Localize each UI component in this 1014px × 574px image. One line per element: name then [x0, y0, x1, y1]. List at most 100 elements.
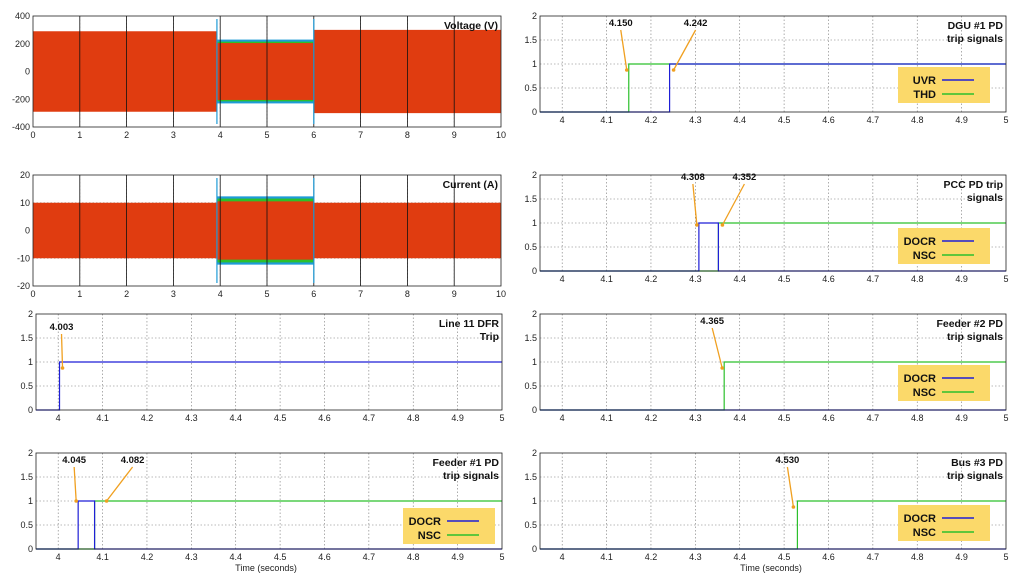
x-tick-label: 4.7 — [363, 413, 376, 423]
x-tick-label: 4 — [560, 274, 565, 284]
annotation-arrowhead — [791, 505, 796, 509]
y-tick-label: 1.5 — [20, 333, 33, 343]
annotation-label: 4.352 — [733, 172, 757, 183]
x-tick-label: 4.7 — [867, 274, 880, 284]
y-tick-label: 2 — [532, 448, 537, 458]
x-tick-label: 4.8 — [911, 274, 924, 284]
chart-pcc: 4 4.1 4.2 4.3 4.4 4.5 4.6 4.7 4.8 4.9 5 0 0.5 1 1.5 2 PC… — [524, 170, 1008, 284]
x-tick-label: 4.7 — [867, 115, 880, 125]
y-tick-label: 1.5 — [524, 194, 537, 204]
x-tick-label: 4.1 — [96, 413, 109, 423]
y-tick-label: 2 — [532, 309, 537, 319]
x-tick-label: 5 — [1003, 274, 1008, 284]
plot-frame — [539, 174, 1007, 272]
annotation-arrow — [786, 466, 795, 508]
x-tick-label: 0 — [30, 130, 35, 140]
annotation-label: 4.365 — [700, 316, 724, 327]
annotation-label: 4.530 — [776, 455, 800, 466]
annotation-arrow — [60, 333, 64, 369]
x-tick-label: 4.8 — [911, 552, 924, 562]
plot-frame — [539, 15, 1007, 113]
y-tick-label: 0 — [28, 544, 33, 554]
annotation-label: 4.082 — [121, 455, 145, 466]
x-tick-label: 1 — [77, 130, 82, 140]
annotation-arrow — [106, 466, 134, 502]
legend: DOCR NSC — [898, 505, 990, 541]
annotation-arrowhead — [60, 366, 65, 370]
y-tick-label: 0 — [532, 266, 537, 276]
plot-title: trip signals — [947, 470, 1003, 482]
x-tick-label: 4.2 — [645, 413, 658, 423]
annotation-arrowhead — [720, 223, 725, 227]
legend-label: DOCR — [904, 236, 936, 248]
y-tick-label: 0.5 — [524, 381, 537, 391]
x-tick-label: 7 — [358, 130, 363, 140]
x-tick-label: 4.3 — [185, 552, 198, 562]
waveform-band-phase-a — [216, 43, 314, 100]
legend: UVR THD — [898, 67, 990, 103]
plot-title: DGU #1 PD — [948, 20, 1004, 32]
chart-line11: 4 4.1 4.2 4.3 4.4 4.5 4.6 4.7 4.8 4.9 5 0 0.5 1 1.5 2 Li… — [20, 309, 504, 423]
legend: DOCR NSC — [898, 228, 990, 264]
legend-label: DOCR — [904, 513, 936, 525]
legend-label: NSC — [913, 527, 936, 539]
x-tick-label: 0 — [30, 289, 35, 299]
legend-label: UVR — [913, 75, 936, 87]
legend-box — [898, 505, 990, 541]
x-tick-label: 4.4 — [229, 552, 242, 562]
y-tick-label: 0 — [532, 544, 537, 554]
x-tick-label: 8 — [405, 130, 410, 140]
x-tick-label: 8 — [405, 289, 410, 299]
y-tick-label: 1.5 — [20, 472, 33, 482]
x-tick-label: 4.1 — [600, 274, 613, 284]
legend: DOCR NSC — [898, 365, 990, 401]
y-tick-label: -400 — [12, 122, 30, 132]
waveform-voltage — [33, 16, 501, 127]
x-tick-label: 4.4 — [733, 115, 746, 125]
annotation-arrowhead — [624, 68, 629, 72]
plot-title: Feeder #1 PD — [432, 457, 499, 469]
x-tick-label: 4 — [560, 413, 565, 423]
x-tick-label: 4.9 — [955, 274, 968, 284]
x-tick-label: 4 — [218, 130, 223, 140]
plot-frame — [35, 313, 503, 411]
x-tick-label: 4.5 — [778, 413, 791, 423]
plot-title: Current (A) — [443, 179, 498, 191]
annotation-arrowhead — [74, 499, 78, 503]
x-tick-label: 6 — [311, 289, 316, 299]
annotation-arrow — [620, 29, 628, 71]
x-tick-label: 4.2 — [141, 552, 154, 562]
plot-title: trip signals — [947, 33, 1003, 45]
x-tick-label: 5 — [499, 413, 504, 423]
y-tick-label: 20 — [20, 170, 30, 180]
x-tick-label: 4.1 — [600, 552, 613, 562]
y-tick-label: 0 — [532, 107, 537, 117]
x-tick-label: 5 — [1003, 115, 1008, 125]
chart-dgu1: 4 4.1 4.2 4.3 4.4 4.5 4.6 4.7 4.8 4.9 5 0 0.5 1 1.5 2 DG… — [524, 11, 1008, 125]
waveform-band-phase-a — [33, 31, 217, 112]
annotation-arrowhead — [720, 366, 724, 370]
x-axis-label-right: Time (seconds) — [740, 563, 802, 573]
x-tick-label: 4 — [56, 413, 61, 423]
y-tick-label: 1.5 — [524, 472, 537, 482]
x-tick-label: 4.5 — [274, 413, 287, 423]
y-tick-label: 0 — [25, 226, 30, 236]
y-tick-label: 2 — [28, 309, 33, 319]
y-tick-label: 200 — [15, 39, 30, 49]
x-tick-label: 4.6 — [822, 413, 835, 423]
x-tick-label: 4.3 — [689, 115, 702, 125]
legend-box — [898, 228, 990, 264]
chart-current: 0 1 2 3 4 5 6 7 8 9 10 -20 -10 0 10 20 Current (A) — [17, 170, 506, 299]
legend-label: DOCR — [409, 516, 441, 528]
plot-title: PCC PD trip — [943, 179, 1003, 191]
waveform-band-phase-a — [33, 202, 217, 259]
x-tick-label: 5 — [264, 130, 269, 140]
x-tick-label: 6 — [311, 130, 316, 140]
x-tick-label: 4.7 — [867, 552, 880, 562]
x-tick-label: 4.9 — [955, 115, 968, 125]
x-tick-label: 4.8 — [407, 413, 420, 423]
y-tick-label: -20 — [17, 281, 30, 291]
x-tick-label: 4.1 — [96, 552, 109, 562]
annotation-label: 4.242 — [684, 18, 708, 29]
x-tick-label: 4.3 — [689, 413, 702, 423]
